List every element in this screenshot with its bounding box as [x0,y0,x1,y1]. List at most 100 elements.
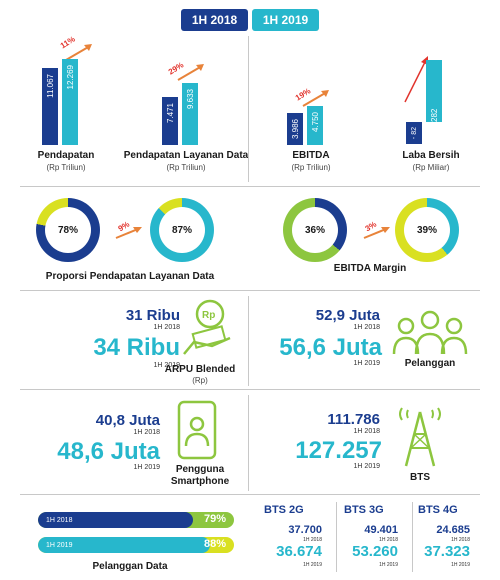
vertical-divider [248,36,249,182]
progress-bar-1h-2018: 1H 2018 79% [38,512,234,528]
donut-value: 78% [45,207,91,253]
pelanggan-2018-value: 52,9 Juta [315,307,380,324]
pelanggan-2018-period: 1H 2018 [353,324,380,331]
smartphone-2019-period: 1H 2019 [133,464,160,471]
smartphone-label-2: Smartphone [170,476,230,487]
growth-arrow-icon [363,227,390,239]
donut-value: 39% [404,207,450,253]
bts-2018-value: 111.786 [327,411,380,428]
bts-2g-2019-period: 1H 2019 [303,562,322,568]
bar-label-ebitda: EBITDA [292,150,330,161]
bar-1h-2019: 282 [426,60,442,122]
smartphone-user-icon [177,400,217,460]
growth-arrow-icon [302,90,329,107]
vertical-divider [248,296,249,386]
bar-chart-ebitda: 19% 3.986 4.750 [281,40,341,145]
bar-unit: (Rp Triliun) [166,163,206,172]
bar-unit: (Rp Triliun) [46,163,86,172]
pelanggan-data-label: Pelanggan Data [92,561,168,572]
horizontal-divider [20,389,480,390]
bar-1h-2018: 3.986 [287,113,303,145]
bts-3g-2018: 49.401 [364,524,398,536]
bts-2g-2018: 37.700 [288,524,322,536]
vertical-divider [336,502,337,572]
bar-value: - 82 [410,126,418,140]
rupiah-icon-text: Rp [202,310,215,321]
progress-fill: 1H 2019 [38,537,211,553]
bts-2019-value: 127.257 [295,437,382,464]
arpu-2018-value: 31 Ribu [125,307,180,324]
donut-87: 87% [150,198,214,262]
bts-2g-label: BTS 2G [264,504,304,516]
bts-4g-2018: 24.685 [436,524,470,536]
bar-label-pendapatan-layanan-data: Pendapatan Layanan Data [123,150,249,161]
bts-3g-2019-period: 1H 2019 [379,562,398,568]
growth-arrow-icon [65,44,92,61]
bar-value: 3.986 [290,119,300,140]
donut-value: 87% [159,207,205,253]
bar-label-pendapatan: Pendapatan [37,150,95,161]
bar-value: 12.269 [65,65,75,90]
pelanggan-label: Pelanggan [404,358,456,369]
bar-value: 11.067 [45,74,55,98]
people-group-icon [392,310,468,355]
donut-title-right: EBITDA Margin [333,263,407,274]
bar-value: 9.633 [185,89,195,110]
smartphone-2018-period: 1H 2018 [133,429,160,436]
bar-1h-2019: 4.750 [307,106,323,145]
donut-39: 39% [395,198,459,262]
bar-1h-2019: 12.269 [62,59,78,145]
bar-chart-pendapatan: 11% 11.067 12.269 [36,35,96,145]
vertical-divider [248,395,249,491]
bar-1h-2018: 7.471 [162,97,178,145]
growth-arrow-icon [115,227,142,239]
donut-title-left: Proporsi Pendapatan Layanan Data [45,271,215,282]
bts-4g-2019-period: 1H 2019 [451,562,470,568]
smartphone-label-1: Pengguna [175,464,225,475]
bts-4g-2018-period: 1H 2018 [451,537,470,543]
bar-unit: (Rp Miliar) [412,163,450,172]
money-hand-icon: Rp [183,299,231,355]
bts-3g-label: BTS 3G [344,504,384,516]
legend-1h-2019: 1H 2019 [252,9,319,31]
bts-3g-2018-period: 1H 2018 [379,537,398,543]
pelanggan-2019-value: 56,6 Juta [279,334,382,361]
bts-label: BTS [410,472,430,483]
bar-value: 282 [429,108,439,122]
bts-4g-2019: 37.323 [424,543,470,560]
arpu-2019-period: 1H 2019 [153,362,180,369]
arpu-2018-period: 1H 2018 [153,324,180,331]
bar-chart-laba-bersih: 282 - 82 [400,40,460,145]
bts-2g-2019: 36.674 [276,543,322,560]
bts-4g-block: BTS 4G 24.685 1H 2018 37.323 1H 2019 [414,502,484,576]
horizontal-divider [20,186,480,187]
arpu-2019-value: 34 Ribu [93,334,180,361]
bts-3g-block: BTS 3G 49.401 1H 2018 53.260 1H 2019 [340,502,410,576]
bar-value: 4.750 [310,112,320,133]
progress-value: 88% [203,538,226,550]
smartphone-2018-value: 40,8 Juta [95,412,160,429]
progress-period: 1H 2018 [46,516,73,524]
donut-78: 78% [36,198,100,262]
vertical-divider [412,502,413,572]
progress-fill: 1H 2018 [38,512,193,528]
bts-2019-period: 1H 2019 [353,463,380,470]
bts-2g-block: BTS 2G 37.700 1H 2018 36.674 1H 2019 [264,502,334,576]
donut-value: 36% [292,207,338,253]
legend-1h-2018: 1H 2018 [181,9,248,31]
bts-4g-label: BTS 4G [418,504,458,516]
smartphone-2019-value: 48,6 Juta [57,438,160,465]
bar-label-laba-bersih: Laba Bersih [402,150,460,161]
donut-36: 36% [283,198,347,262]
bar-unit: (Rp Triliun) [291,163,331,172]
bts-2g-2018-period: 1H 2018 [303,537,322,543]
progress-value: 79% [203,513,226,525]
bts-3g-2019: 53.260 [352,543,398,560]
horizontal-divider [20,494,480,495]
bar-1h-2018: 11.067 [42,68,58,145]
bar-chart-pendapatan-layanan-data: 29% 7.471 9.633 [156,40,216,145]
progress-period: 1H 2019 [46,541,73,549]
progress-bar-1h-2019: 1H 2019 88% [38,537,234,553]
arpu-label: ARPU Blended [164,364,236,375]
tower-icon [399,407,441,467]
